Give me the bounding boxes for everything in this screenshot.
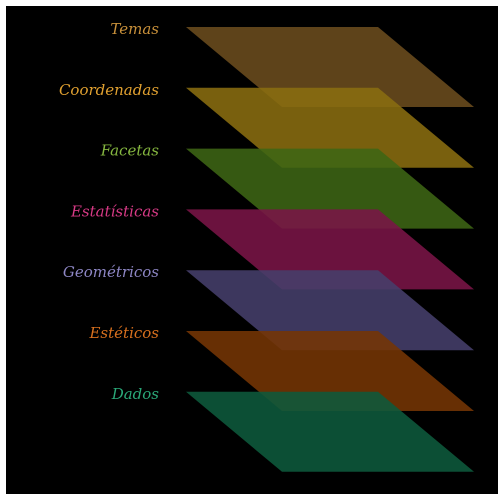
layer-plane-dados <box>186 391 474 472</box>
layer-plane-facetas <box>186 148 474 229</box>
layer-plane-esteticos <box>186 331 474 411</box>
layer-label-estatisticas: Estatísticas <box>70 202 159 220</box>
layer-label-facetas: Facetas <box>100 142 160 160</box>
layer-label-temas: Temas <box>110 20 159 38</box>
layer-label-geometricos: Geométricos <box>63 263 159 281</box>
layer-label-dados: Dados <box>111 385 160 403</box>
layer-label-coordenadas: Coordenadas <box>59 81 159 99</box>
layer-stack: Temas Coordenadas Facetas Estatísticas Geomé… <box>59 20 474 472</box>
layer-plane-coordenadas <box>186 87 474 168</box>
layer-plane-estatisticas <box>186 209 474 290</box>
layer-label-esteticos: Estéticos <box>88 324 159 342</box>
layer-plane-temas <box>186 27 474 107</box>
layer-plane-geometricos <box>186 270 474 351</box>
